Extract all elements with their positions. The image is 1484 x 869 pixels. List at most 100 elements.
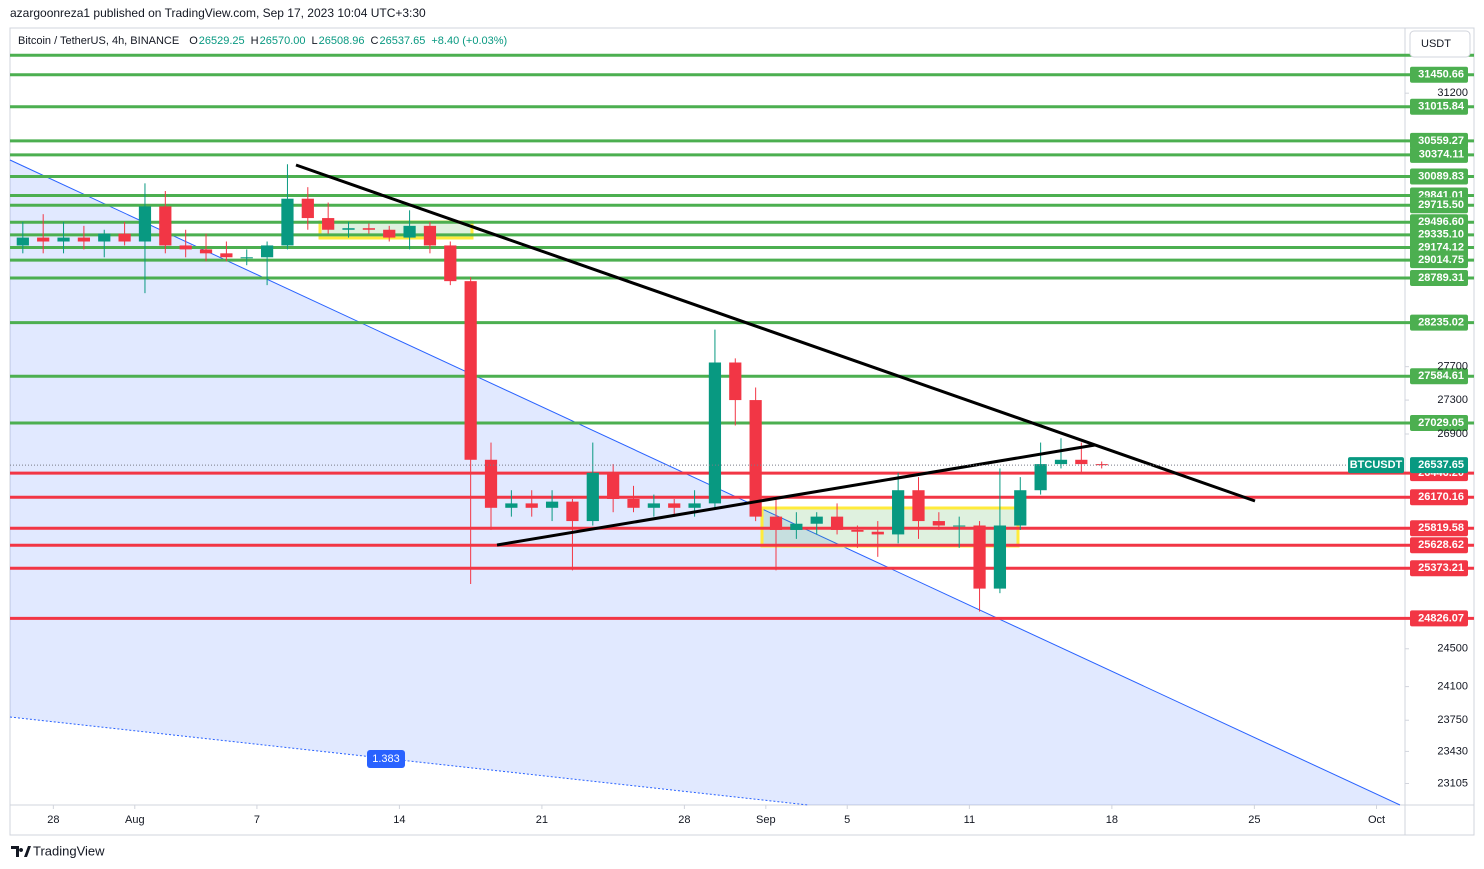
candle-body	[912, 490, 925, 522]
candle-body	[668, 503, 681, 508]
x-tick-label: 28	[47, 814, 59, 826]
level-label-box	[1410, 489, 1468, 506]
y-tick-label: 26900	[1437, 428, 1468, 440]
candle-body	[301, 198, 314, 219]
candle-body	[545, 501, 559, 508]
level-label-box	[1410, 226, 1468, 243]
y-tick-label: 27700	[1437, 361, 1468, 373]
legend-value: 26570.00	[260, 35, 306, 47]
level-label: 29174.12	[1418, 241, 1464, 253]
level-label: 26170.16	[1418, 491, 1464, 503]
candle-body	[708, 362, 722, 504]
candle-body	[749, 400, 762, 517]
level-label: 25628.62	[1418, 539, 1464, 551]
last-price-label: 26537.65	[1418, 459, 1464, 471]
candle-body	[322, 218, 335, 230]
x-tick-label: 28	[678, 814, 690, 826]
last-price-box	[1410, 457, 1468, 474]
candle-body	[383, 229, 396, 238]
legend: Bitcoin / TetherUS, 4h, BINANCE O 26529.25…	[18, 35, 507, 47]
candle-body	[220, 253, 233, 258]
level-label-box	[1410, 66, 1468, 83]
fan-label: 1.383	[372, 753, 400, 765]
level-label-box	[1410, 415, 1468, 432]
fan-label-box	[367, 750, 405, 768]
candle-body	[647, 503, 660, 508]
candle-body	[729, 362, 742, 401]
legend-key: C	[371, 35, 379, 47]
level-label-box	[1410, 269, 1468, 286]
candle-body	[932, 521, 945, 526]
candle-body	[77, 237, 90, 242]
candle-body	[973, 525, 986, 589]
footer-brand: TradingView	[33, 843, 105, 858]
level-label-box	[1410, 214, 1468, 231]
legend-key: H	[251, 35, 259, 47]
candle-body	[98, 233, 111, 242]
x-tick-label: 11	[964, 814, 975, 826]
candle-body	[871, 531, 884, 535]
currency[interactable]: USDT	[1421, 38, 1451, 50]
level-label: 29496.60	[1418, 216, 1464, 228]
y-tick-label: 24100	[1437, 681, 1468, 693]
candle-body	[607, 472, 620, 499]
x-tick-label: 25	[1248, 814, 1260, 826]
candle-body	[586, 472, 599, 522]
candle-body	[769, 516, 783, 530]
level-label-box	[1410, 197, 1468, 214]
candle-body	[1054, 459, 1068, 465]
legend-value: 26537.65	[379, 35, 425, 47]
candle-body	[16, 237, 29, 246]
trendline	[496, 443, 1096, 547]
level-label: 28789.31	[1418, 272, 1464, 284]
level-label: 30559.27	[1418, 135, 1464, 147]
y-tick-label: 23750	[1437, 714, 1468, 726]
x-tick-label: 21	[536, 814, 548, 826]
candle-body	[566, 501, 579, 522]
level-label-box	[1410, 98, 1468, 115]
level-label-box	[1410, 560, 1468, 577]
level-label-box	[1410, 537, 1468, 554]
level-label: 25373.21	[1418, 562, 1464, 574]
currency-button[interactable]	[1409, 30, 1471, 58]
candle-body	[484, 459, 498, 508]
level-label: 25819.58	[1418, 522, 1464, 534]
candle-body	[993, 525, 1007, 589]
candle-body	[362, 228, 375, 230]
candle-body	[830, 516, 844, 530]
candle-body	[403, 225, 416, 238]
y-tick-label: 27300	[1437, 394, 1468, 406]
level-label: 27029.05	[1418, 417, 1464, 429]
candle-body	[953, 525, 966, 527]
legend-change: +8.40 (+0.03%)	[431, 35, 507, 47]
levels: 31450.66 31015.84 30559.27 30374.11 30089.83…	[10, 53, 1474, 627]
chart-frame	[9, 27, 1475, 836]
author-line: azargoonreza1 published on TradingView.c…	[10, 6, 426, 20]
level-label-box	[1410, 314, 1468, 331]
candle-body	[138, 206, 152, 242]
candle-body	[892, 490, 905, 535]
candle-body	[1095, 464, 1108, 466]
candle-body	[464, 281, 477, 460]
candle-body	[1014, 490, 1027, 526]
footer-logo	[11, 846, 31, 857]
x-tick-label: 5	[844, 814, 850, 826]
level-label: 31450.66	[1418, 69, 1464, 81]
candle-body	[1034, 464, 1047, 491]
y-tick-label: 23430	[1437, 745, 1468, 757]
level-label-box	[1410, 132, 1468, 149]
candle-body	[790, 523, 803, 530]
last-price-symbol-box	[1348, 457, 1404, 474]
x-tick-label: 18	[1106, 814, 1118, 826]
legend-symbol: Bitcoin / TetherUS, 4h, BINANCE	[18, 35, 179, 47]
level-label-box	[1410, 252, 1468, 269]
fib-fan-line	[9, 159, 1401, 806]
level-label-box	[1410, 520, 1468, 537]
level-label: 29014.75	[1418, 254, 1464, 266]
candle-body	[423, 225, 437, 246]
trendline	[295, 163, 1256, 503]
candle-body	[118, 233, 131, 242]
legend-key: L	[312, 35, 318, 47]
